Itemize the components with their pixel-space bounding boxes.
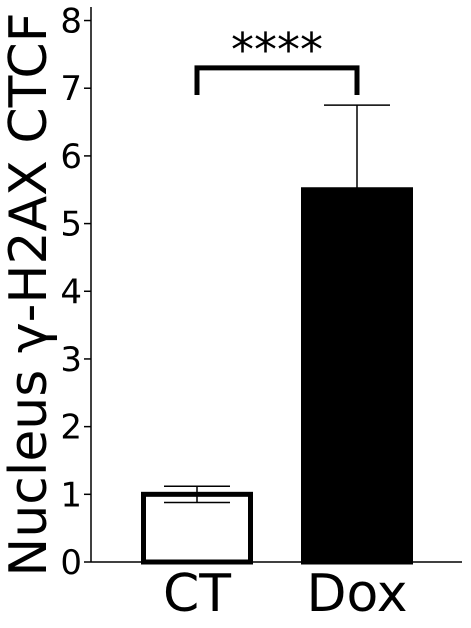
x-tick-labels: CT Dox [163, 564, 408, 624]
significance-annotation: **** [197, 23, 357, 95]
y-ticks: 0 1 2 3 4 5 6 7 8 [60, 2, 91, 583]
y-tick-label: 0 [60, 543, 82, 583]
y-tick-label: 1 [60, 475, 82, 515]
y-tick-label: 8 [60, 2, 82, 42]
significance-stars: **** [231, 23, 323, 77]
x-tick-label-dox: Dox [306, 564, 407, 624]
x-tick-label-ct: CT [163, 564, 231, 624]
y-tick-label: 6 [60, 137, 82, 177]
y-tick-label: 7 [60, 69, 82, 109]
bars [144, 190, 411, 562]
y-tick-label: 2 [60, 408, 82, 448]
bar-dox [304, 190, 411, 562]
y-axis-label: Nucleus γ-H2AX CTCF [0, 12, 59, 576]
y-tick-label: 4 [60, 272, 82, 312]
y-tick-label: 3 [60, 340, 82, 380]
y-tick-label: 5 [60, 205, 82, 245]
bar-ct [144, 494, 251, 562]
